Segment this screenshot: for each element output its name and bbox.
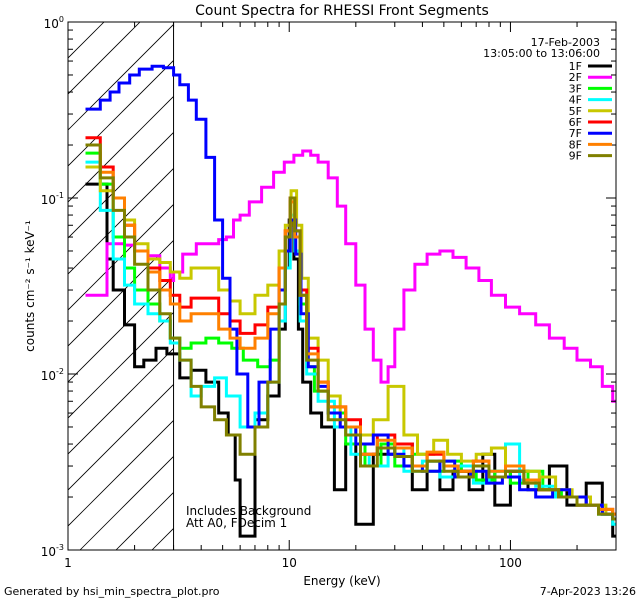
hatch-line <box>68 23 174 131</box>
hatch-line <box>68 203 174 311</box>
series-line-1f <box>85 182 616 538</box>
series-line-5f <box>85 165 612 516</box>
hatch-line <box>68 383 174 491</box>
legend-label-7f: 7F <box>569 127 582 140</box>
y-tick-labels: 100 10-1 10-2 10-3 <box>41 15 64 559</box>
time-range-label: 13:05:00 to 13:06:00 <box>483 47 600 60</box>
legend-label-4f: 4F <box>569 94 582 107</box>
series-line-8f <box>85 143 616 516</box>
legend-label-1f: 1F <box>569 60 582 73</box>
hatch-line <box>68 59 174 167</box>
hatch-line <box>68 95 174 203</box>
hatch-line <box>68 131 174 239</box>
legend-label-3f: 3F <box>569 82 582 95</box>
plot-frame <box>67 21 617 551</box>
hatch-line <box>68 275 174 383</box>
legend-label-8f: 8F <box>569 138 582 151</box>
hatch-line <box>68 22 141 95</box>
hatch-line <box>68 419 174 527</box>
x-tick-label: 10 <box>282 556 297 570</box>
footer-timestamp: 7-Apr-2023 13:26 <box>540 585 636 598</box>
x-tick-label: 100 <box>499 556 522 570</box>
hatch-line <box>79 455 174 550</box>
hatch-line <box>68 167 174 275</box>
annotation-background: Includes Background <box>186 504 311 518</box>
legend-label-2f: 2F <box>569 71 582 84</box>
attenuator-hatch-region <box>68 22 175 550</box>
series-line-9f <box>85 143 616 521</box>
y-tick-label: 10-2 <box>41 367 64 383</box>
footer-generated-by: Generated by hsi_min_spectra_plot.pro <box>4 585 220 598</box>
x-tick-label: 1 <box>64 556 72 570</box>
legend-label-6f: 6F <box>569 116 582 129</box>
legend-label-9f: 9F <box>569 150 582 163</box>
series-layer <box>85 64 616 538</box>
x-axis-label: Energy (keV) <box>303 574 380 588</box>
chart-title: Count Spectra for RHESSI Front Segments <box>195 3 489 19</box>
y-tick-label: 10-3 <box>41 543 64 559</box>
y-tick-label: 10-1 <box>41 191 64 207</box>
hatch-line <box>68 239 174 347</box>
annotation-attenuator: Att A0, FDecim 1 <box>186 516 287 530</box>
date-label: 17-Feb-2003 <box>531 36 600 49</box>
hatch-line <box>68 22 69 23</box>
y-axis-label: counts cm⁻² s⁻¹ keV⁻¹ <box>23 220 37 352</box>
legend-label-5f: 5F <box>569 105 582 118</box>
x-tick-labels: 1 10 100 <box>64 556 522 570</box>
y-tick-label: 100 <box>44 15 64 31</box>
series-line-2f <box>85 149 616 403</box>
axis-ticks <box>67 21 617 551</box>
